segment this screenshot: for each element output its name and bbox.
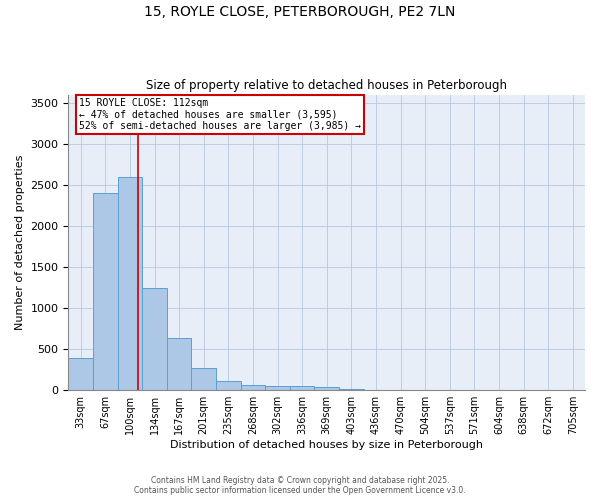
Bar (241, 386, 265, 390)
Text: 15, ROYLE CLOSE, PETERBOROUGH, PE2 7LN: 15, ROYLE CLOSE, PETERBOROUGH, PE2 7LN (145, 5, 455, 19)
X-axis label: Distribution of detached houses by size in Peterborough: Distribution of detached houses by size … (170, 440, 483, 450)
Title: Size of property relative to detached houses in Peterborough: Size of property relative to detached ho… (146, 79, 507, 92)
Bar (93, 193, 118, 390)
Text: Contains HM Land Registry data © Crown copyright and database right 2025.
Contai: Contains HM Land Registry data © Crown c… (134, 476, 466, 495)
Bar (290, 386, 314, 390)
Y-axis label: Number of detached properties: Number of detached properties (15, 154, 25, 330)
Bar (216, 381, 241, 390)
Text: 15 ROYLE CLOSE: 112sqm
← 47% of detached houses are smaller (3,595)
52% of semi-: 15 ROYLE CLOSE: 112sqm ← 47% of detached… (79, 98, 361, 130)
Bar (265, 386, 290, 390)
Bar (142, 288, 167, 390)
Bar (191, 368, 216, 390)
Bar (118, 176, 142, 390)
Bar (314, 388, 339, 390)
Bar (339, 388, 364, 390)
Bar (167, 338, 191, 390)
Bar (68, 358, 93, 390)
